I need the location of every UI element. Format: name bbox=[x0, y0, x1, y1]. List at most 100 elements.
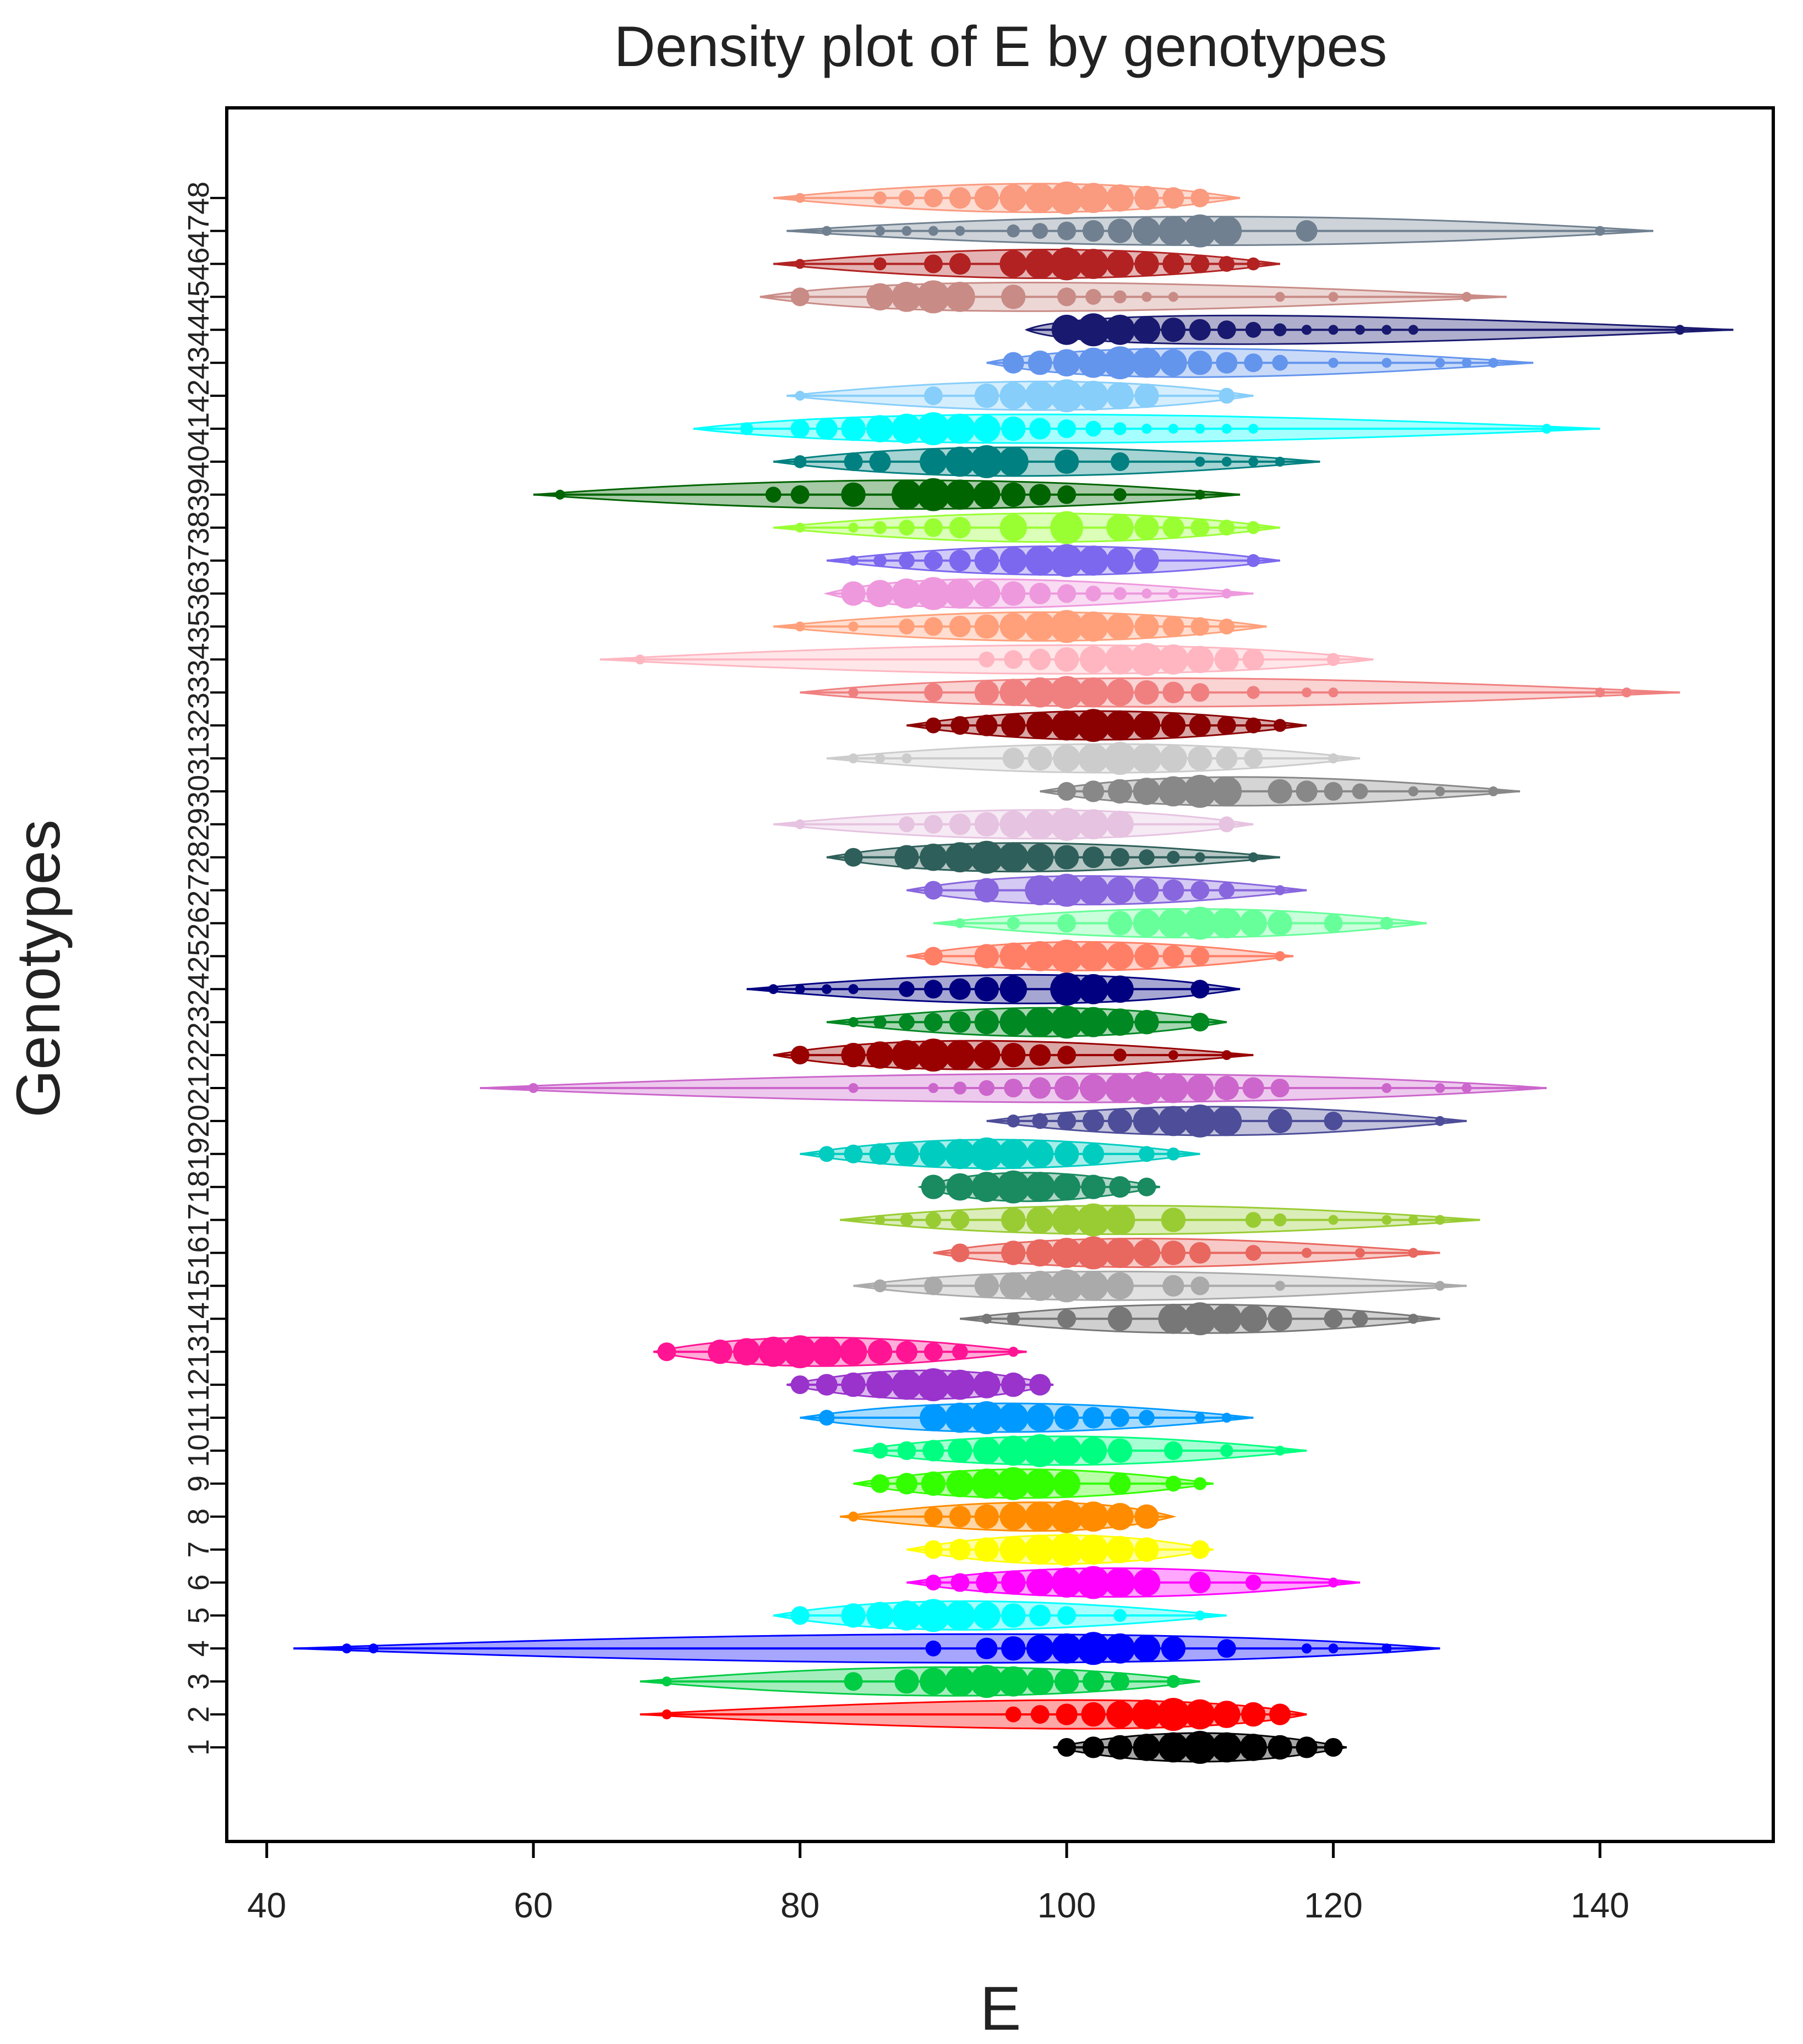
data-point bbox=[1211, 776, 1242, 807]
data-point bbox=[1025, 809, 1056, 840]
data-point bbox=[1026, 1568, 1054, 1597]
data-point bbox=[873, 257, 887, 271]
data-point bbox=[899, 553, 915, 569]
data-point bbox=[768, 984, 779, 994]
data-point bbox=[528, 1083, 539, 1093]
data-point bbox=[1167, 850, 1180, 864]
data-point bbox=[999, 546, 1028, 575]
data-point bbox=[1050, 610, 1084, 643]
data-point bbox=[848, 555, 859, 566]
data-point bbox=[1488, 786, 1499, 796]
data-point bbox=[925, 1212, 942, 1228]
data-point bbox=[974, 944, 999, 969]
data-point bbox=[1239, 909, 1267, 937]
data-point bbox=[1211, 1303, 1242, 1334]
data-point bbox=[795, 391, 805, 401]
data-point bbox=[1214, 1075, 1239, 1101]
data-point bbox=[1026, 1206, 1054, 1234]
data-point bbox=[1106, 1272, 1134, 1300]
data-point bbox=[1275, 885, 1285, 895]
data-point bbox=[1132, 1699, 1162, 1730]
data-point bbox=[1190, 683, 1210, 702]
data-point bbox=[1211, 216, 1242, 246]
data-point bbox=[1273, 719, 1287, 732]
data-point bbox=[1161, 713, 1186, 738]
data-point bbox=[873, 1279, 887, 1293]
data-point bbox=[795, 259, 805, 269]
data-point bbox=[1595, 226, 1605, 236]
data-point bbox=[1134, 878, 1159, 903]
data-point bbox=[999, 1535, 1028, 1564]
data-point bbox=[1079, 1437, 1107, 1464]
data-point bbox=[1168, 588, 1178, 599]
data-point bbox=[1133, 1635, 1161, 1663]
data-point bbox=[1195, 1610, 1205, 1621]
data-point bbox=[895, 1473, 918, 1495]
data-point bbox=[733, 1338, 761, 1365]
data-point bbox=[953, 1081, 967, 1095]
data-point bbox=[1053, 1470, 1080, 1498]
y-tick-label: 23 bbox=[182, 1005, 215, 1039]
series-39 bbox=[533, 478, 1241, 511]
y-tick-label: 14 bbox=[182, 1302, 215, 1335]
data-point bbox=[841, 1603, 866, 1628]
data-point bbox=[924, 1276, 943, 1296]
data-point bbox=[1106, 811, 1134, 838]
data-point bbox=[974, 977, 999, 1002]
data-point bbox=[1381, 1083, 1392, 1093]
data-point bbox=[1001, 1570, 1026, 1595]
data-point bbox=[1133, 1734, 1161, 1761]
data-point bbox=[897, 1441, 916, 1460]
data-point bbox=[1275, 292, 1285, 302]
data-point bbox=[866, 1371, 894, 1398]
data-point bbox=[920, 1140, 947, 1168]
series-43 bbox=[986, 346, 1534, 380]
series-15 bbox=[853, 1269, 1467, 1303]
data-point bbox=[872, 1442, 888, 1459]
series-14 bbox=[960, 1302, 1440, 1336]
x-tick-label: 100 bbox=[1037, 1885, 1096, 1925]
data-point bbox=[1134, 185, 1159, 210]
y-tick-label: 32 bbox=[182, 709, 215, 742]
data-point bbox=[1105, 1238, 1135, 1268]
data-point bbox=[795, 621, 805, 632]
data-point bbox=[1275, 1445, 1285, 1456]
data-point bbox=[1025, 941, 1056, 971]
data-point bbox=[924, 551, 943, 570]
data-point bbox=[1183, 1104, 1217, 1138]
series-5 bbox=[773, 1599, 1227, 1632]
data-point bbox=[998, 1139, 1029, 1169]
data-point bbox=[1050, 181, 1084, 215]
data-point bbox=[1245, 717, 1261, 734]
y-tick-label: 39 bbox=[182, 478, 215, 511]
data-point bbox=[1267, 1108, 1292, 1134]
data-point bbox=[1109, 1176, 1131, 1198]
data-point bbox=[1106, 250, 1134, 278]
series-35 bbox=[773, 610, 1267, 643]
data-point bbox=[999, 1502, 1028, 1531]
data-point bbox=[848, 522, 859, 533]
y-tick-label: 31 bbox=[182, 742, 215, 775]
data-point bbox=[1188, 351, 1212, 375]
data-point bbox=[1435, 1215, 1445, 1225]
series-8 bbox=[840, 1500, 1177, 1533]
data-point bbox=[1107, 911, 1133, 936]
series-45 bbox=[760, 280, 1507, 314]
data-point bbox=[1435, 1116, 1445, 1126]
data-point bbox=[1195, 424, 1205, 434]
series-34 bbox=[600, 643, 1374, 676]
data-point bbox=[924, 188, 943, 207]
y-tick-label: 12 bbox=[182, 1368, 215, 1401]
data-point bbox=[1077, 313, 1110, 347]
data-point bbox=[1158, 776, 1189, 807]
data-point bbox=[1134, 252, 1159, 276]
data-point bbox=[1216, 747, 1238, 769]
data-point bbox=[924, 386, 943, 406]
data-point bbox=[1053, 1173, 1080, 1201]
data-point bbox=[1106, 942, 1134, 970]
data-point bbox=[848, 1511, 859, 1522]
series-9 bbox=[853, 1467, 1214, 1500]
data-point bbox=[758, 1336, 789, 1367]
data-point bbox=[1141, 423, 1152, 434]
data-point bbox=[1195, 489, 1205, 500]
